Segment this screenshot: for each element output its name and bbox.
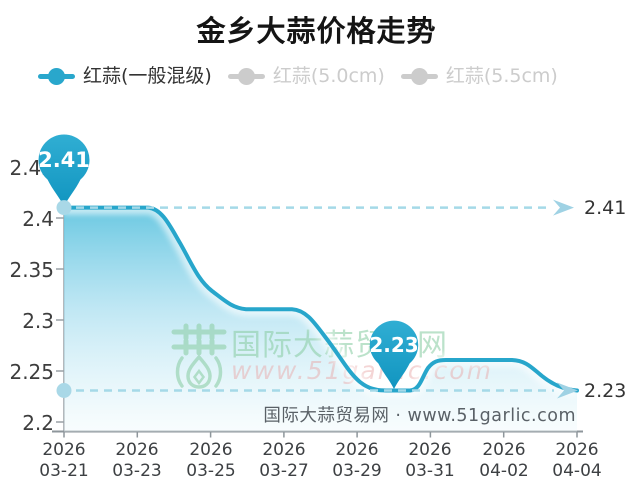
legend-label: 红蒜(5.0cm): [272, 65, 385, 87]
watermark-brand-text: 国际大蒜贸易网: [231, 328, 448, 363]
x-tick-label: 2026 04-02: [479, 440, 529, 481]
y-tick-label: 2.2: [22, 411, 54, 435]
markline-start-dot: [56, 383, 72, 398]
legend-line-dot-icon: [38, 68, 75, 85]
center-watermark: 国际大蒜贸易网 www.51garlic.com: [171, 323, 493, 389]
legend-label: 红蒜(一般混级): [83, 65, 212, 87]
y-tick-label: 2.35: [9, 258, 54, 282]
min-pin-icon: [369, 320, 419, 389]
legend-label: 红蒜(5.5cm): [445, 65, 558, 87]
markline-arrow-icon: [553, 199, 574, 216]
legend-line-dot-icon: [400, 68, 438, 85]
legend-item-red-garlic-5cm[interactable]: 红蒜(5.0cm): [227, 65, 385, 87]
y-axis-ticks: [56, 166, 64, 423]
y-tick-label: 2.4: [22, 207, 54, 231]
markline-min: [76, 382, 578, 399]
x-tick-label: 2026 03-25: [186, 440, 236, 481]
x-tick-label: 2026 03-31: [405, 440, 455, 481]
y-tick-label: 2.3: [22, 309, 54, 333]
legend-item-red-garlic-mixed[interactable]: 红蒜(一般混级): [38, 67, 212, 86]
y-tick-label: 2.25: [9, 360, 54, 384]
x-tick-label: 2026 03-21: [39, 440, 89, 481]
watermark-url-text: www.51garlic.com: [231, 356, 493, 385]
legend-item-red-garlic-5-5cm[interactable]: 红蒜(5.5cm): [400, 65, 558, 87]
min-pin-label: 2.23: [369, 333, 418, 357]
series-line: [62, 205, 579, 393]
x-tick-label: 2026 04-04: [552, 440, 602, 481]
markline-arrow-icon: [557, 382, 578, 399]
legend-line-dot-icon: [227, 68, 265, 85]
markline-max: [76, 199, 574, 216]
series-area: [64, 207, 577, 432]
footer-watermark: 国际大蒜贸易网 · www.51garlic.com: [263, 406, 576, 426]
x-tick-label: 2026 03-23: [112, 440, 162, 481]
x-tick-label: 2026 03-27: [259, 440, 309, 481]
markline-min-value: 2.23: [584, 380, 627, 402]
markline-start-dot: [56, 200, 72, 216]
series-line-halo: [64, 200, 578, 398]
chart-title: 金乡大蒜价格走势: [196, 14, 437, 48]
markline-max-value: 2.41: [584, 197, 627, 219]
x-axis-ticks: [63, 431, 578, 438]
x-tick-label: 2026 03-29: [332, 440, 382, 481]
y-tick-label: 2.45: [9, 156, 54, 180]
garlic-logo-icon: [171, 323, 227, 389]
legend: 红蒜(一般混级) 红蒜(5.0cm) 红蒜(5.5cm): [38, 67, 558, 86]
